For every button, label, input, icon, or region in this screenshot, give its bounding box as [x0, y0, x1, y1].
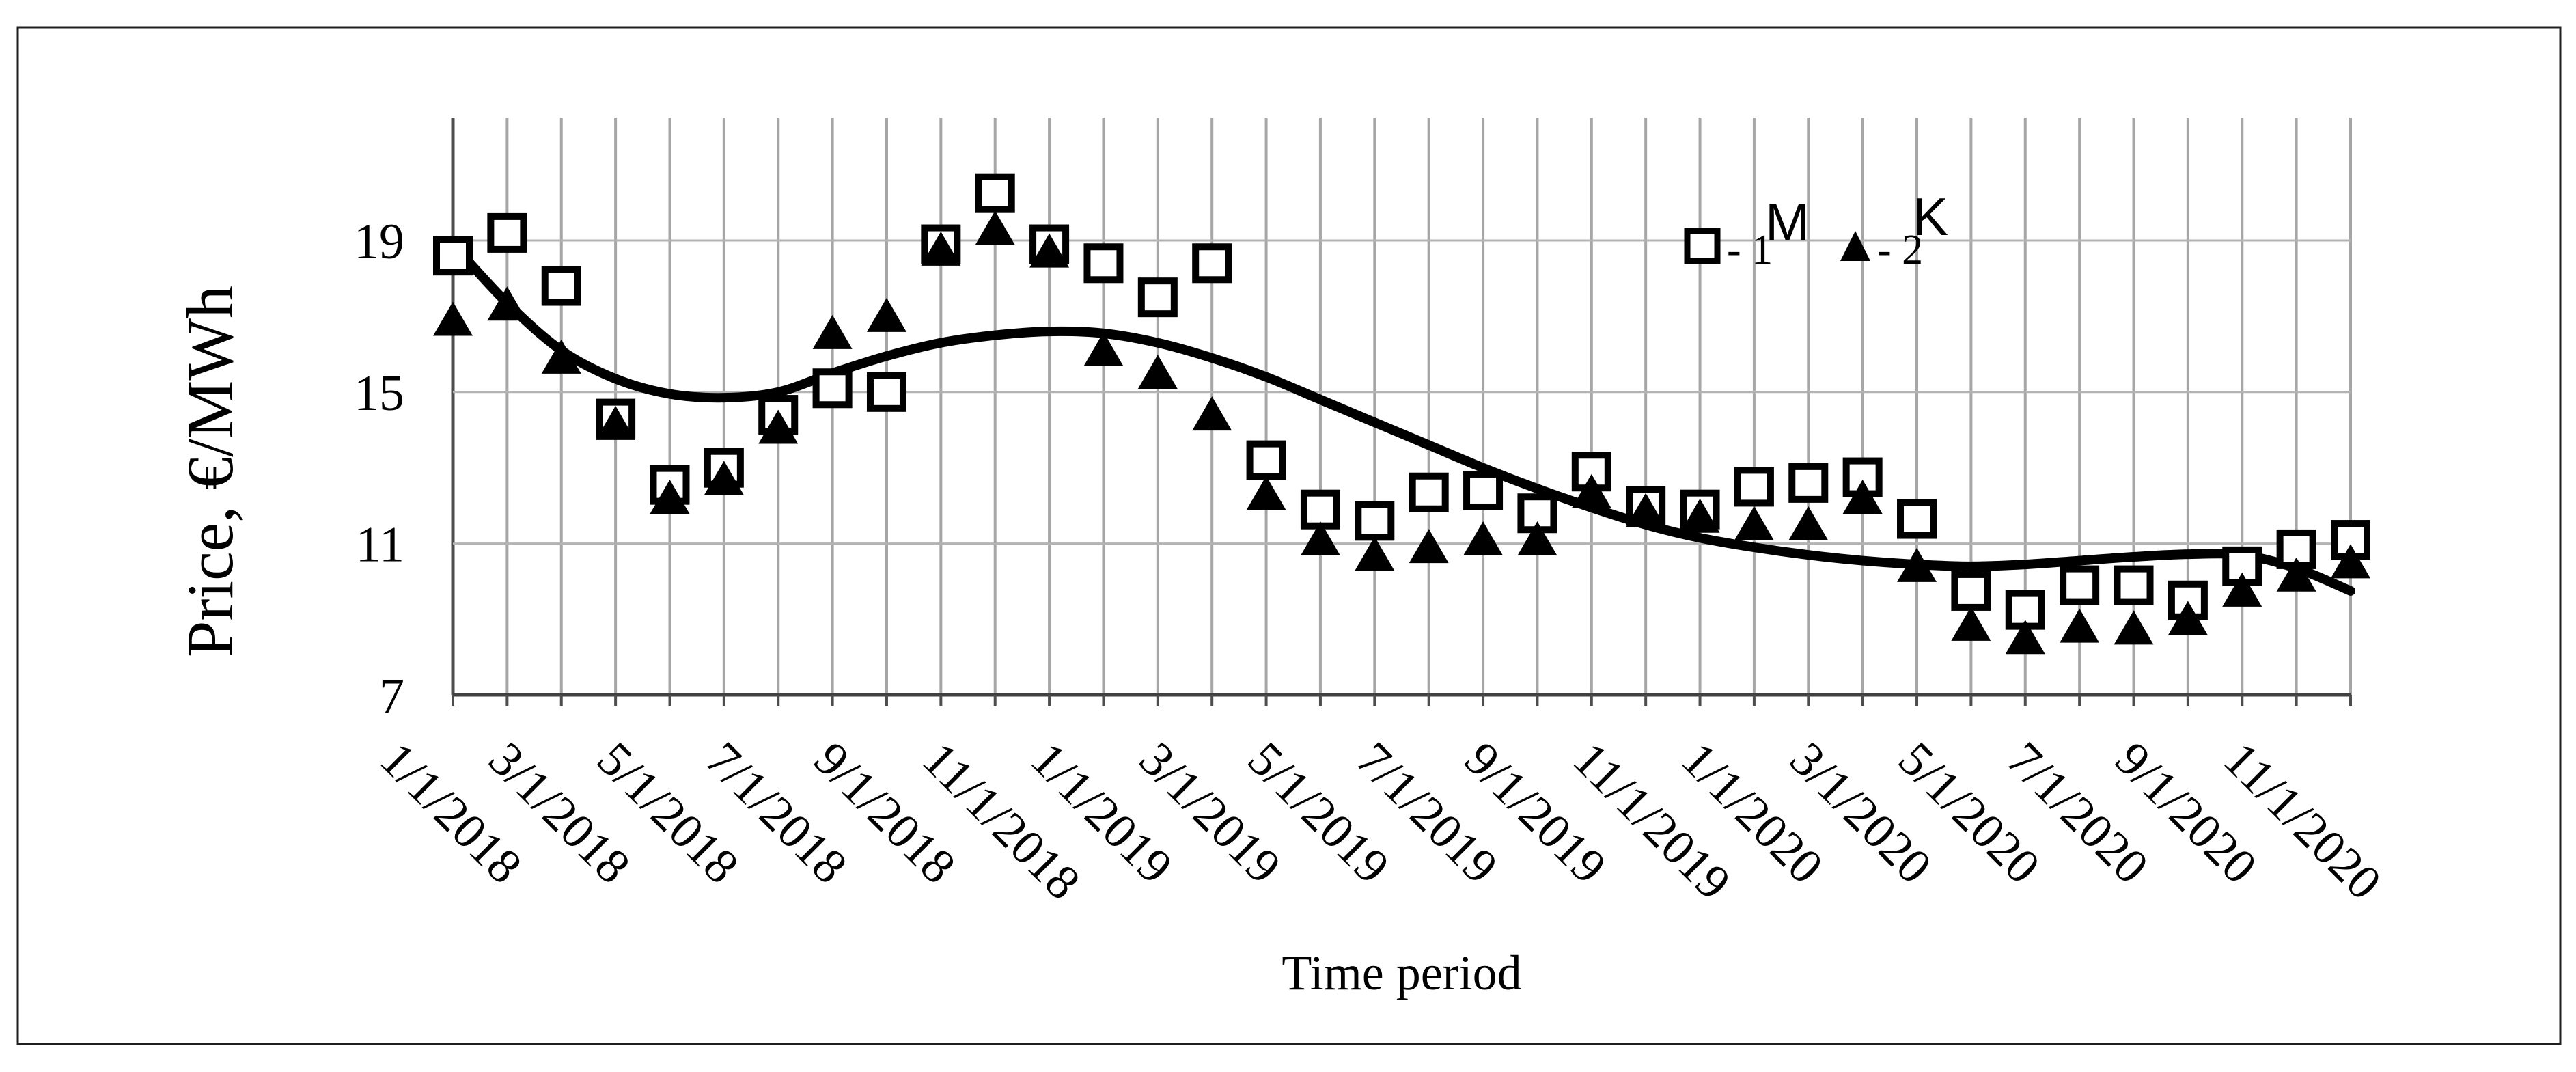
legend-series-1-superscript: M — [1765, 192, 1810, 252]
legend-series-2-superscript: K — [1913, 187, 1948, 247]
square-marker — [975, 173, 1015, 213]
square-marker — [2060, 565, 2100, 605]
x-tick-labels-layer: 1/1/20183/1/20185/1/20187/1/20189/1/2018… — [370, 732, 2392, 910]
triangle-marker — [1083, 331, 1124, 366]
square-marker — [1137, 277, 1178, 318]
square-marker — [2114, 565, 2154, 605]
square-marker — [1300, 489, 1340, 530]
triangle-marker — [596, 405, 636, 440]
gridlines-layer — [451, 118, 2352, 695]
legend-square-icon — [1684, 228, 1721, 264]
square-marker — [812, 368, 853, 409]
triangle-marker — [1951, 606, 1991, 641]
triangle-marker — [1029, 233, 1070, 268]
triangle-marker — [2168, 601, 2208, 635]
x-tick-label: 11/1/2020 — [2213, 732, 2392, 910]
triangle-marker — [433, 301, 473, 336]
square-marker — [1734, 467, 1774, 507]
triangle-marker — [1192, 396, 1232, 431]
y-tick-label: 15 — [354, 366, 404, 422]
legend: - 1 M - 2 K — [1684, 187, 1948, 273]
triangle-marker — [1571, 473, 1611, 508]
figure-border — [16, 26, 2562, 1045]
triangle-marker — [2222, 572, 2262, 607]
triangle-marker — [2114, 610, 2154, 645]
triangle-marker — [812, 314, 853, 349]
triangle-marker — [1463, 521, 1504, 556]
y-tick-label: 19 — [354, 214, 404, 270]
square-marker — [1897, 499, 1937, 539]
triangle-marker — [921, 231, 961, 266]
square-marker — [1463, 470, 1504, 510]
triangle-marker — [1788, 506, 1829, 540]
legend-series-2-label: - 2 — [1877, 227, 1923, 273]
triangle-marker — [1517, 521, 1557, 556]
square-marker — [1788, 463, 1829, 503]
triangle-marker — [758, 409, 799, 444]
square-marker — [541, 266, 581, 306]
triangle-marker — [975, 210, 1015, 245]
triangle-marker — [866, 297, 906, 332]
square-marker — [487, 212, 527, 253]
y-tick-label: 7 — [379, 668, 404, 724]
square-marker — [1951, 571, 1991, 611]
triangle-marker — [1842, 480, 1883, 514]
triangle-marker — [1680, 498, 1720, 533]
triangle-marker — [1246, 476, 1286, 510]
square-marker — [1355, 501, 1395, 541]
x-axis-title: Time period — [1282, 946, 1521, 1000]
square-marker — [1246, 440, 1286, 480]
legend-triangle-icon — [1840, 231, 1870, 261]
triangle-marker — [487, 286, 527, 321]
legend-series-1-label: - 1 — [1727, 227, 1773, 273]
square-marker — [866, 372, 906, 412]
y-tick-labels-layer: 19 15 11 7 — [354, 214, 404, 724]
series-2-triangles-layer — [433, 210, 2370, 655]
square-marker — [433, 236, 473, 276]
square-marker — [1083, 243, 1124, 284]
y-axis-title: Price, €/MWh — [174, 286, 247, 657]
triangle-marker — [650, 480, 690, 514]
triangle-marker — [541, 339, 581, 374]
y-tick-label: 11 — [356, 517, 404, 573]
square-marker — [1409, 472, 1449, 512]
triangle-marker — [2005, 620, 2045, 655]
triangle-marker — [2060, 608, 2100, 643]
triangle-marker — [2276, 557, 2316, 592]
triangle-marker — [1355, 536, 1395, 571]
triangle-marker — [1734, 506, 1774, 540]
triangle-marker — [1897, 547, 1937, 582]
triangle-marker — [1300, 521, 1340, 556]
triangle-marker — [1409, 529, 1449, 564]
trend-line — [448, 239, 2355, 596]
triangle-marker — [2331, 544, 2370, 579]
square-marker — [1192, 243, 1232, 284]
trend-layer — [448, 239, 2355, 596]
triangle-marker — [704, 461, 744, 495]
triangle-marker — [1626, 493, 1666, 527]
triangle-marker — [1137, 355, 1178, 389]
axes-layer — [452, 693, 2352, 706]
